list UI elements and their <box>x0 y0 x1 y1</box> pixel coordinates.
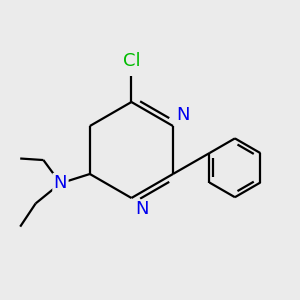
Text: Cl: Cl <box>123 52 140 70</box>
Text: N: N <box>54 174 67 192</box>
Text: N: N <box>135 200 148 218</box>
Text: N: N <box>177 106 190 124</box>
